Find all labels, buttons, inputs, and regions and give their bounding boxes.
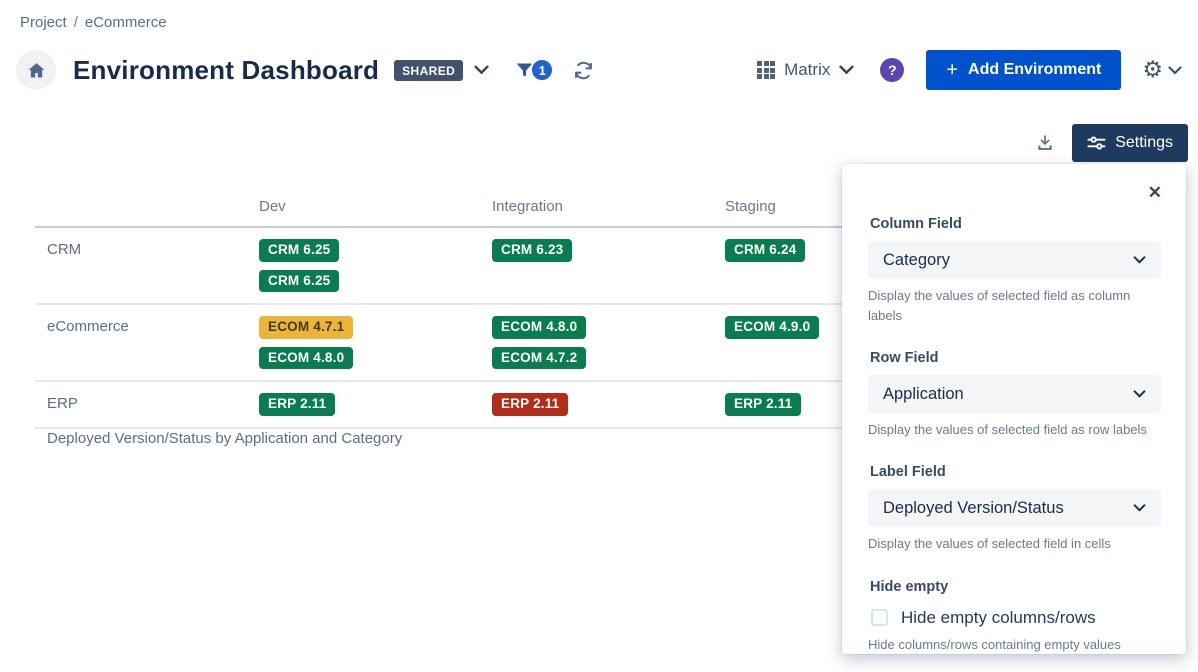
column-field-help: Display the values of selected field as … bbox=[868, 288, 1131, 324]
version-badge[interactable]: CRM 6.24 bbox=[725, 239, 806, 262]
hide-empty-help: Hide columns/rows containing empty value… bbox=[868, 636, 1121, 652]
row-field-select[interactable]: Application bbox=[868, 375, 1161, 414]
matrix-cell: ERP 2.11 bbox=[253, 393, 486, 416]
row-field-label: Row Field bbox=[870, 350, 939, 367]
version-badge[interactable]: ECOM 4.8.0 bbox=[492, 316, 587, 339]
header-right-actions: Matrix ? + Add Environment ⚙ bbox=[757, 50, 1182, 90]
column-field-value: Category bbox=[883, 250, 950, 269]
row-label: eCommerce bbox=[47, 318, 129, 336]
home-icon bbox=[26, 60, 47, 81]
version-badge[interactable]: ECOM 4.7.1 bbox=[259, 316, 354, 339]
sliders-icon bbox=[1087, 135, 1106, 151]
chevron-down-icon bbox=[1133, 504, 1146, 513]
export-button[interactable] bbox=[1031, 129, 1059, 157]
matrix-view-icon bbox=[757, 61, 776, 79]
page-title: Environment Dashboard bbox=[73, 54, 380, 85]
matrix-toolbar: Settings bbox=[1031, 124, 1188, 162]
matrix-cell: ECOM 4.7.1 ECOM 4.8.0 bbox=[253, 316, 486, 370]
environment-matrix: Dev Integration Staging CRM CRM 6.25 CRM… bbox=[35, 198, 1185, 429]
hide-empty-checkbox-label[interactable]: Hide empty columns/rows bbox=[901, 607, 1096, 627]
breadcrumb-project-link[interactable]: Project bbox=[20, 14, 67, 31]
version-badge[interactable]: ERP 2.11 bbox=[492, 393, 569, 416]
version-badge[interactable]: ECOM 4.8.0 bbox=[259, 346, 354, 370]
column-field-label: Column Field bbox=[870, 216, 962, 232]
chevron-down-icon bbox=[474, 65, 489, 75]
download-icon bbox=[1035, 133, 1055, 153]
version-badge[interactable]: CRM 6.25 bbox=[259, 239, 340, 262]
column-header-integration: Integration bbox=[492, 198, 563, 215]
dashboard-menu-chevron[interactable] bbox=[474, 65, 489, 75]
breadcrumb: Project / eCommerce bbox=[20, 14, 167, 31]
page-header: Environment Dashboard SHARED 1 bbox=[16, 48, 1182, 92]
view-selector-chevron[interactable] bbox=[839, 65, 854, 75]
row-label: ERP bbox=[47, 395, 78, 413]
row-label: CRM bbox=[47, 241, 82, 258]
hide-empty-label: Hide empty bbox=[870, 578, 949, 595]
filter-count-badge: 1 bbox=[530, 58, 555, 82]
version-badge[interactable]: ECOM 4.9.0 bbox=[725, 316, 820, 339]
settings-panel-body: Column Field Category Display the values… bbox=[868, 216, 1161, 655]
matrix-caption: Deployed Version/Status by Application a… bbox=[47, 430, 403, 447]
settings-button-label: Settings bbox=[1115, 134, 1173, 151]
breadcrumb-page-link[interactable]: eCommerce bbox=[84, 14, 167, 31]
settings-panel: ✕ Column Field Category Display the valu… bbox=[842, 164, 1186, 654]
label-field-label: Label Field bbox=[870, 464, 946, 481]
label-field-value: Deployed Version/Status bbox=[883, 498, 1064, 517]
chevron-down-icon bbox=[1133, 256, 1146, 264]
matrix-corner-cell bbox=[35, 198, 253, 215]
matrix-cell: ECOM 4.8.0 ECOM 4.7.2 bbox=[486, 316, 719, 370]
hide-empty-row: Hide empty columns/rows bbox=[871, 608, 1161, 628]
page-settings-menu[interactable]: ⚙ bbox=[1142, 56, 1182, 83]
shared-badge: SHARED bbox=[394, 59, 464, 81]
matrix-cell: ERP 2.11 bbox=[719, 393, 952, 416]
matrix-cell: ECOM 4.9.0 bbox=[719, 316, 952, 339]
add-environment-label: Add Environment bbox=[968, 61, 1102, 78]
question-mark-icon: ? bbox=[888, 62, 897, 78]
row-field-value: Application bbox=[883, 384, 964, 403]
column-header-staging: Staging bbox=[725, 198, 776, 215]
matrix-header-row: Dev Integration Staging bbox=[35, 198, 1185, 228]
table-row-ecommerce: eCommerce ECOM 4.7.1 ECOM 4.8.0 ECOM 4.8… bbox=[35, 305, 1185, 383]
close-icon[interactable]: ✕ bbox=[1147, 183, 1162, 202]
breadcrumb-separator: / bbox=[73, 14, 78, 31]
version-badge[interactable]: ERP 2.11 bbox=[259, 393, 336, 416]
version-badge[interactable]: CRM 6.23 bbox=[492, 239, 573, 262]
plus-icon: + bbox=[946, 59, 959, 81]
matrix-cell: CRM 6.24 bbox=[719, 239, 952, 262]
matrix-cell: CRM 6.23 bbox=[486, 239, 719, 262]
matrix-cell: CRM 6.25 CRM 6.25 bbox=[253, 239, 486, 293]
label-field-help: Display the values of selected field in … bbox=[868, 536, 1111, 552]
settings-button[interactable]: Settings bbox=[1072, 124, 1188, 162]
column-header-dev: Dev bbox=[259, 198, 286, 215]
chevron-down-icon bbox=[1133, 390, 1146, 398]
refresh-button[interactable] bbox=[573, 60, 594, 81]
gear-icon: ⚙ bbox=[1142, 56, 1163, 83]
version-badge[interactable]: CRM 6.25 bbox=[259, 269, 340, 293]
row-field-help: Display the values of selected field as … bbox=[868, 422, 1147, 438]
version-badge[interactable]: ECOM 4.7.2 bbox=[492, 346, 587, 370]
table-row-crm: CRM CRM 6.25 CRM 6.25 CRM 6.23 CRM 6.24 bbox=[35, 228, 1185, 306]
filter-button[interactable]: 1 bbox=[514, 58, 555, 82]
matrix-cell: ERP 2.11 bbox=[486, 393, 719, 416]
refresh-icon bbox=[573, 60, 594, 81]
help-button[interactable]: ? bbox=[880, 58, 905, 82]
view-selector-label[interactable]: Matrix bbox=[784, 60, 831, 79]
table-row-erp: ERP ERP 2.11 ERP 2.11 ERP 2.11 bbox=[35, 382, 1185, 429]
home-button[interactable] bbox=[16, 50, 56, 90]
chevron-down-icon bbox=[1168, 65, 1182, 75]
filter-icon bbox=[514, 60, 535, 81]
column-field-select[interactable]: Category bbox=[868, 241, 1161, 279]
add-environment-button[interactable]: + Add Environment bbox=[926, 50, 1122, 90]
label-field-select[interactable]: Deployed Version/Status bbox=[868, 489, 1161, 528]
version-badge[interactable]: ERP 2.11 bbox=[725, 393, 802, 416]
hide-empty-checkbox[interactable] bbox=[871, 609, 888, 627]
chevron-down-icon bbox=[839, 65, 854, 75]
